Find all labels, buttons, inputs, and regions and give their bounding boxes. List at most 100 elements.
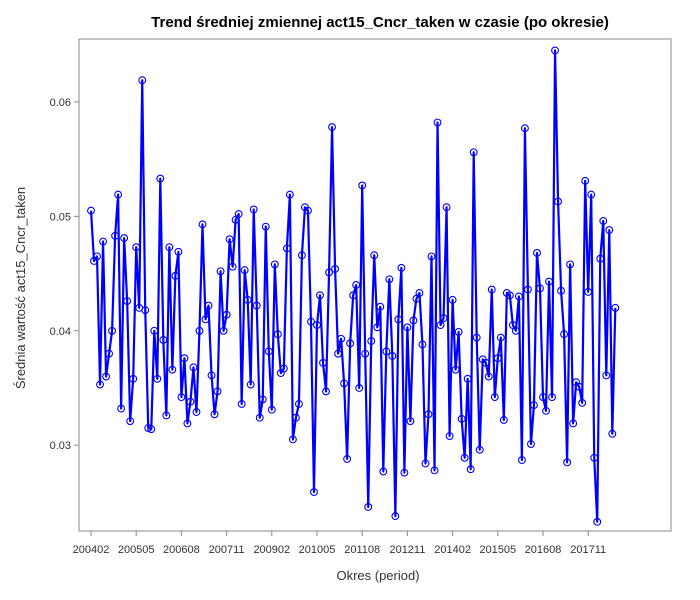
data-point [123, 297, 132, 305]
data-point [297, 251, 306, 260]
data-point [325, 268, 333, 277]
data-point [267, 405, 276, 414]
data-point [364, 503, 373, 511]
data-point [189, 363, 198, 372]
data-point [270, 260, 279, 269]
data-point [246, 380, 255, 389]
data-point [162, 411, 171, 420]
data-point [186, 397, 195, 406]
data-point [313, 321, 321, 329]
data-point [590, 453, 599, 462]
data-point [608, 429, 617, 438]
data-point [316, 291, 324, 300]
x-tick-label: 201402 [434, 544, 471, 556]
data-point [150, 326, 159, 335]
data-point [481, 358, 490, 367]
data-point [448, 295, 457, 304]
data-point [385, 275, 394, 284]
data-point [457, 414, 466, 423]
data-point [400, 468, 409, 477]
x-tick-label: 201505 [479, 544, 516, 556]
data-point [114, 190, 123, 199]
data-point [499, 416, 508, 424]
data-point [415, 289, 424, 297]
data-point [261, 222, 270, 231]
data-point [108, 326, 117, 335]
data-point [165, 243, 174, 252]
data-point [117, 404, 126, 413]
y-tick-label: 0.06 [50, 97, 71, 109]
data-point [554, 197, 563, 206]
data-point [228, 262, 237, 271]
data-point [328, 123, 337, 132]
data-point [379, 467, 388, 476]
data-point [587, 190, 596, 199]
data-point [126, 417, 135, 426]
data-point [466, 465, 475, 474]
x-tick-label: 201108 [344, 544, 380, 556]
data-point [273, 330, 282, 339]
data-point [349, 291, 358, 300]
data-point [545, 277, 553, 286]
data-point [141, 306, 150, 315]
data-point [493, 354, 502, 363]
data-point [430, 466, 439, 475]
data-point [264, 347, 273, 356]
data-point [439, 314, 448, 323]
data-point [557, 286, 566, 295]
data-point [418, 340, 427, 349]
data-point [593, 517, 602, 526]
data-point [605, 226, 614, 235]
x-tick-label: 201608 [525, 544, 562, 556]
data-point [129, 374, 138, 383]
data-point [93, 252, 101, 261]
data-point [282, 244, 291, 253]
data-point [304, 206, 312, 215]
data-point [566, 260, 575, 269]
y-tick-label: 0.05 [50, 211, 71, 223]
data-point [195, 326, 204, 335]
y-axis-label: Średnia wartość act15_Cncr_taken [13, 187, 28, 389]
data-point [87, 206, 95, 215]
data-point [484, 372, 493, 381]
data-point [599, 216, 608, 225]
data-point [578, 398, 587, 407]
data-point [514, 292, 523, 301]
data-point [252, 301, 261, 310]
data-point [352, 281, 361, 289]
x-tick-label: 201005 [299, 544, 336, 556]
data-point [111, 231, 120, 240]
data-point [424, 410, 433, 419]
data-point [433, 118, 442, 127]
data-point [237, 400, 246, 408]
data-point [168, 365, 177, 374]
data-point [120, 234, 129, 243]
data-point [611, 303, 620, 312]
data-point [394, 315, 403, 324]
data-point [520, 124, 529, 133]
x-axis: 200402 200505 200608 200711 200902 201005 2011… [73, 531, 606, 556]
data-point [487, 285, 496, 294]
data-point [409, 316, 418, 325]
data-point [406, 417, 415, 426]
y-tick-label: 0.04 [50, 326, 71, 338]
x-tick-label: 200608 [163, 544, 200, 556]
data-point [367, 337, 376, 346]
data-point [376, 302, 385, 311]
data-point [490, 393, 499, 402]
x-tick-label: 200902 [253, 544, 290, 556]
data-point [138, 76, 147, 85]
data-point [355, 384, 364, 392]
data-point [343, 454, 352, 463]
data-point [526, 440, 535, 448]
data-point [581, 176, 590, 185]
data-point [382, 347, 391, 356]
chart-title: Trend średniej zmiennej act15_Cncr_taken… [151, 14, 609, 31]
data-point [442, 203, 451, 212]
data-point [539, 393, 547, 402]
data-point [105, 349, 114, 358]
data-point [445, 432, 454, 440]
data-point [310, 488, 318, 497]
data-point [240, 266, 249, 275]
